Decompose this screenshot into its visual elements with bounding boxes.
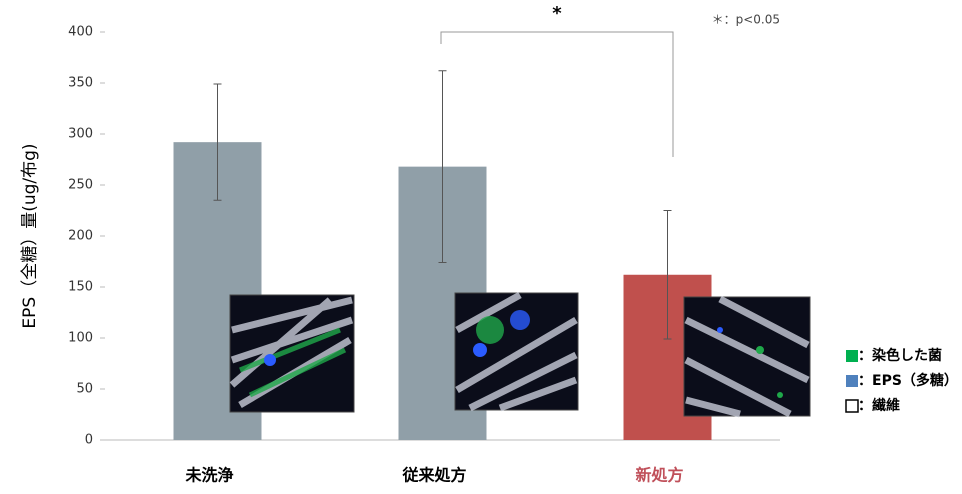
legend-swatch [846, 400, 858, 412]
y-tick-label: 350 [68, 76, 93, 91]
x-tick-label: 従来処方 [401, 466, 466, 485]
y-tick-label: 250 [68, 178, 93, 193]
y-tick-label: 0 [85, 433, 93, 448]
y-tick-label: 400 [68, 25, 93, 40]
y-tick-label: 100 [68, 331, 93, 346]
legend-swatch [846, 350, 858, 362]
chart: EPS（全糖）量(ug/布g) * ＊：p<0.05 0 50 100 150 200 2… [0, 0, 962, 490]
significance-bracket [441, 32, 673, 157]
y-tick-label: 300 [68, 127, 93, 142]
y-tick-label: 50 [76, 382, 93, 397]
page: EPS（全糖）量(ug/布g) * ＊：p<0.05 0 50 100 150 200 2… [0, 0, 962, 494]
y-tick-label: 150 [68, 280, 93, 295]
significance-mark: * [552, 3, 562, 24]
legend-label: ：染色した菌 [858, 347, 942, 364]
x-tick-label: 新処方 [635, 466, 683, 485]
legend-label: ：繊維 [858, 397, 900, 414]
micrograph [230, 295, 354, 412]
y-axis-label: EPS（全糖）量(ug/布g) [20, 143, 40, 328]
micrograph [455, 293, 578, 410]
significance-note: ＊：p<0.05 [712, 13, 780, 27]
y-tick-label: 200 [68, 229, 93, 244]
legend-swatch [846, 375, 858, 387]
legend-label: ：EPS（多糖） [858, 372, 958, 389]
micrograph [684, 297, 810, 416]
micrographs [230, 293, 810, 416]
x-tick-label: 未洗浄 [184, 466, 233, 485]
